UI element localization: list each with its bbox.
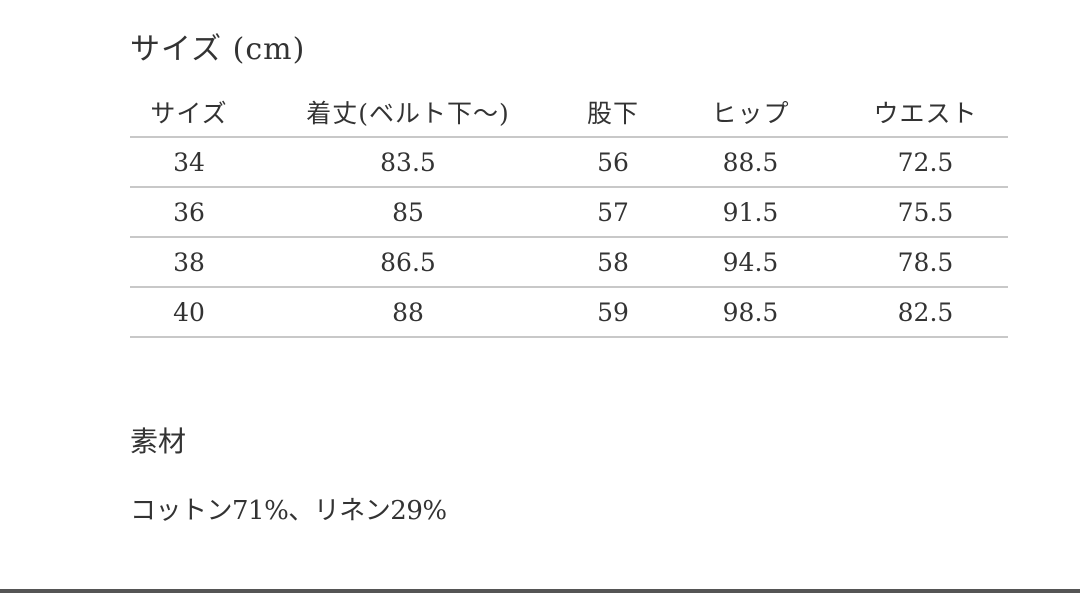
cell-inseam: 59 — [568, 287, 658, 338]
table-header-row: サイズ 着丈(ベルト下〜) 股下 ヒップ ウエスト — [130, 88, 1008, 138]
cell-hip: 91.5 — [658, 187, 843, 238]
cell-inseam: 56 — [568, 137, 658, 188]
size-table: サイズ 着丈(ベルト下〜) 股下 ヒップ ウエスト 34 83.5 56 88.5 72… — [130, 88, 1008, 338]
cell-length: 88 — [248, 287, 568, 338]
header-waist: ウエスト — [843, 88, 1008, 138]
cell-waist: 75.5 — [843, 187, 1008, 238]
cell-hip: 94.5 — [658, 237, 843, 288]
material-title: 素材 — [130, 425, 187, 458]
cell-inseam: 57 — [568, 187, 658, 238]
table-row: 38 86.5 58 94.5 78.5 — [130, 237, 1008, 288]
cell-size: 34 — [130, 137, 248, 188]
cell-hip: 88.5 — [658, 137, 843, 188]
bottom-divider — [0, 589, 1080, 593]
material-text: コットン71%、リネン29% — [130, 496, 447, 526]
cell-size: 38 — [130, 237, 248, 288]
cell-waist: 82.5 — [843, 287, 1008, 338]
header-length: 着丈(ベルト下〜) — [248, 88, 568, 138]
cell-hip: 98.5 — [658, 287, 843, 338]
header-hip: ヒップ — [658, 88, 843, 138]
cell-inseam: 58 — [568, 237, 658, 288]
table-row: 40 88 59 98.5 82.5 — [130, 287, 1008, 338]
cell-length: 83.5 — [248, 137, 568, 188]
cell-size: 40 — [130, 287, 248, 338]
cell-waist: 78.5 — [843, 237, 1008, 288]
cell-length: 85 — [248, 187, 568, 238]
cell-length: 86.5 — [248, 237, 568, 288]
table-row: 34 83.5 56 88.5 72.5 — [130, 137, 1008, 188]
cell-size: 36 — [130, 187, 248, 238]
header-inseam: 股下 — [568, 88, 658, 138]
header-size: サイズ — [130, 88, 248, 138]
size-section-title: サイズ (cm) — [130, 32, 306, 67]
table-row: 36 85 57 91.5 75.5 — [130, 187, 1008, 238]
cell-waist: 72.5 — [843, 137, 1008, 188]
